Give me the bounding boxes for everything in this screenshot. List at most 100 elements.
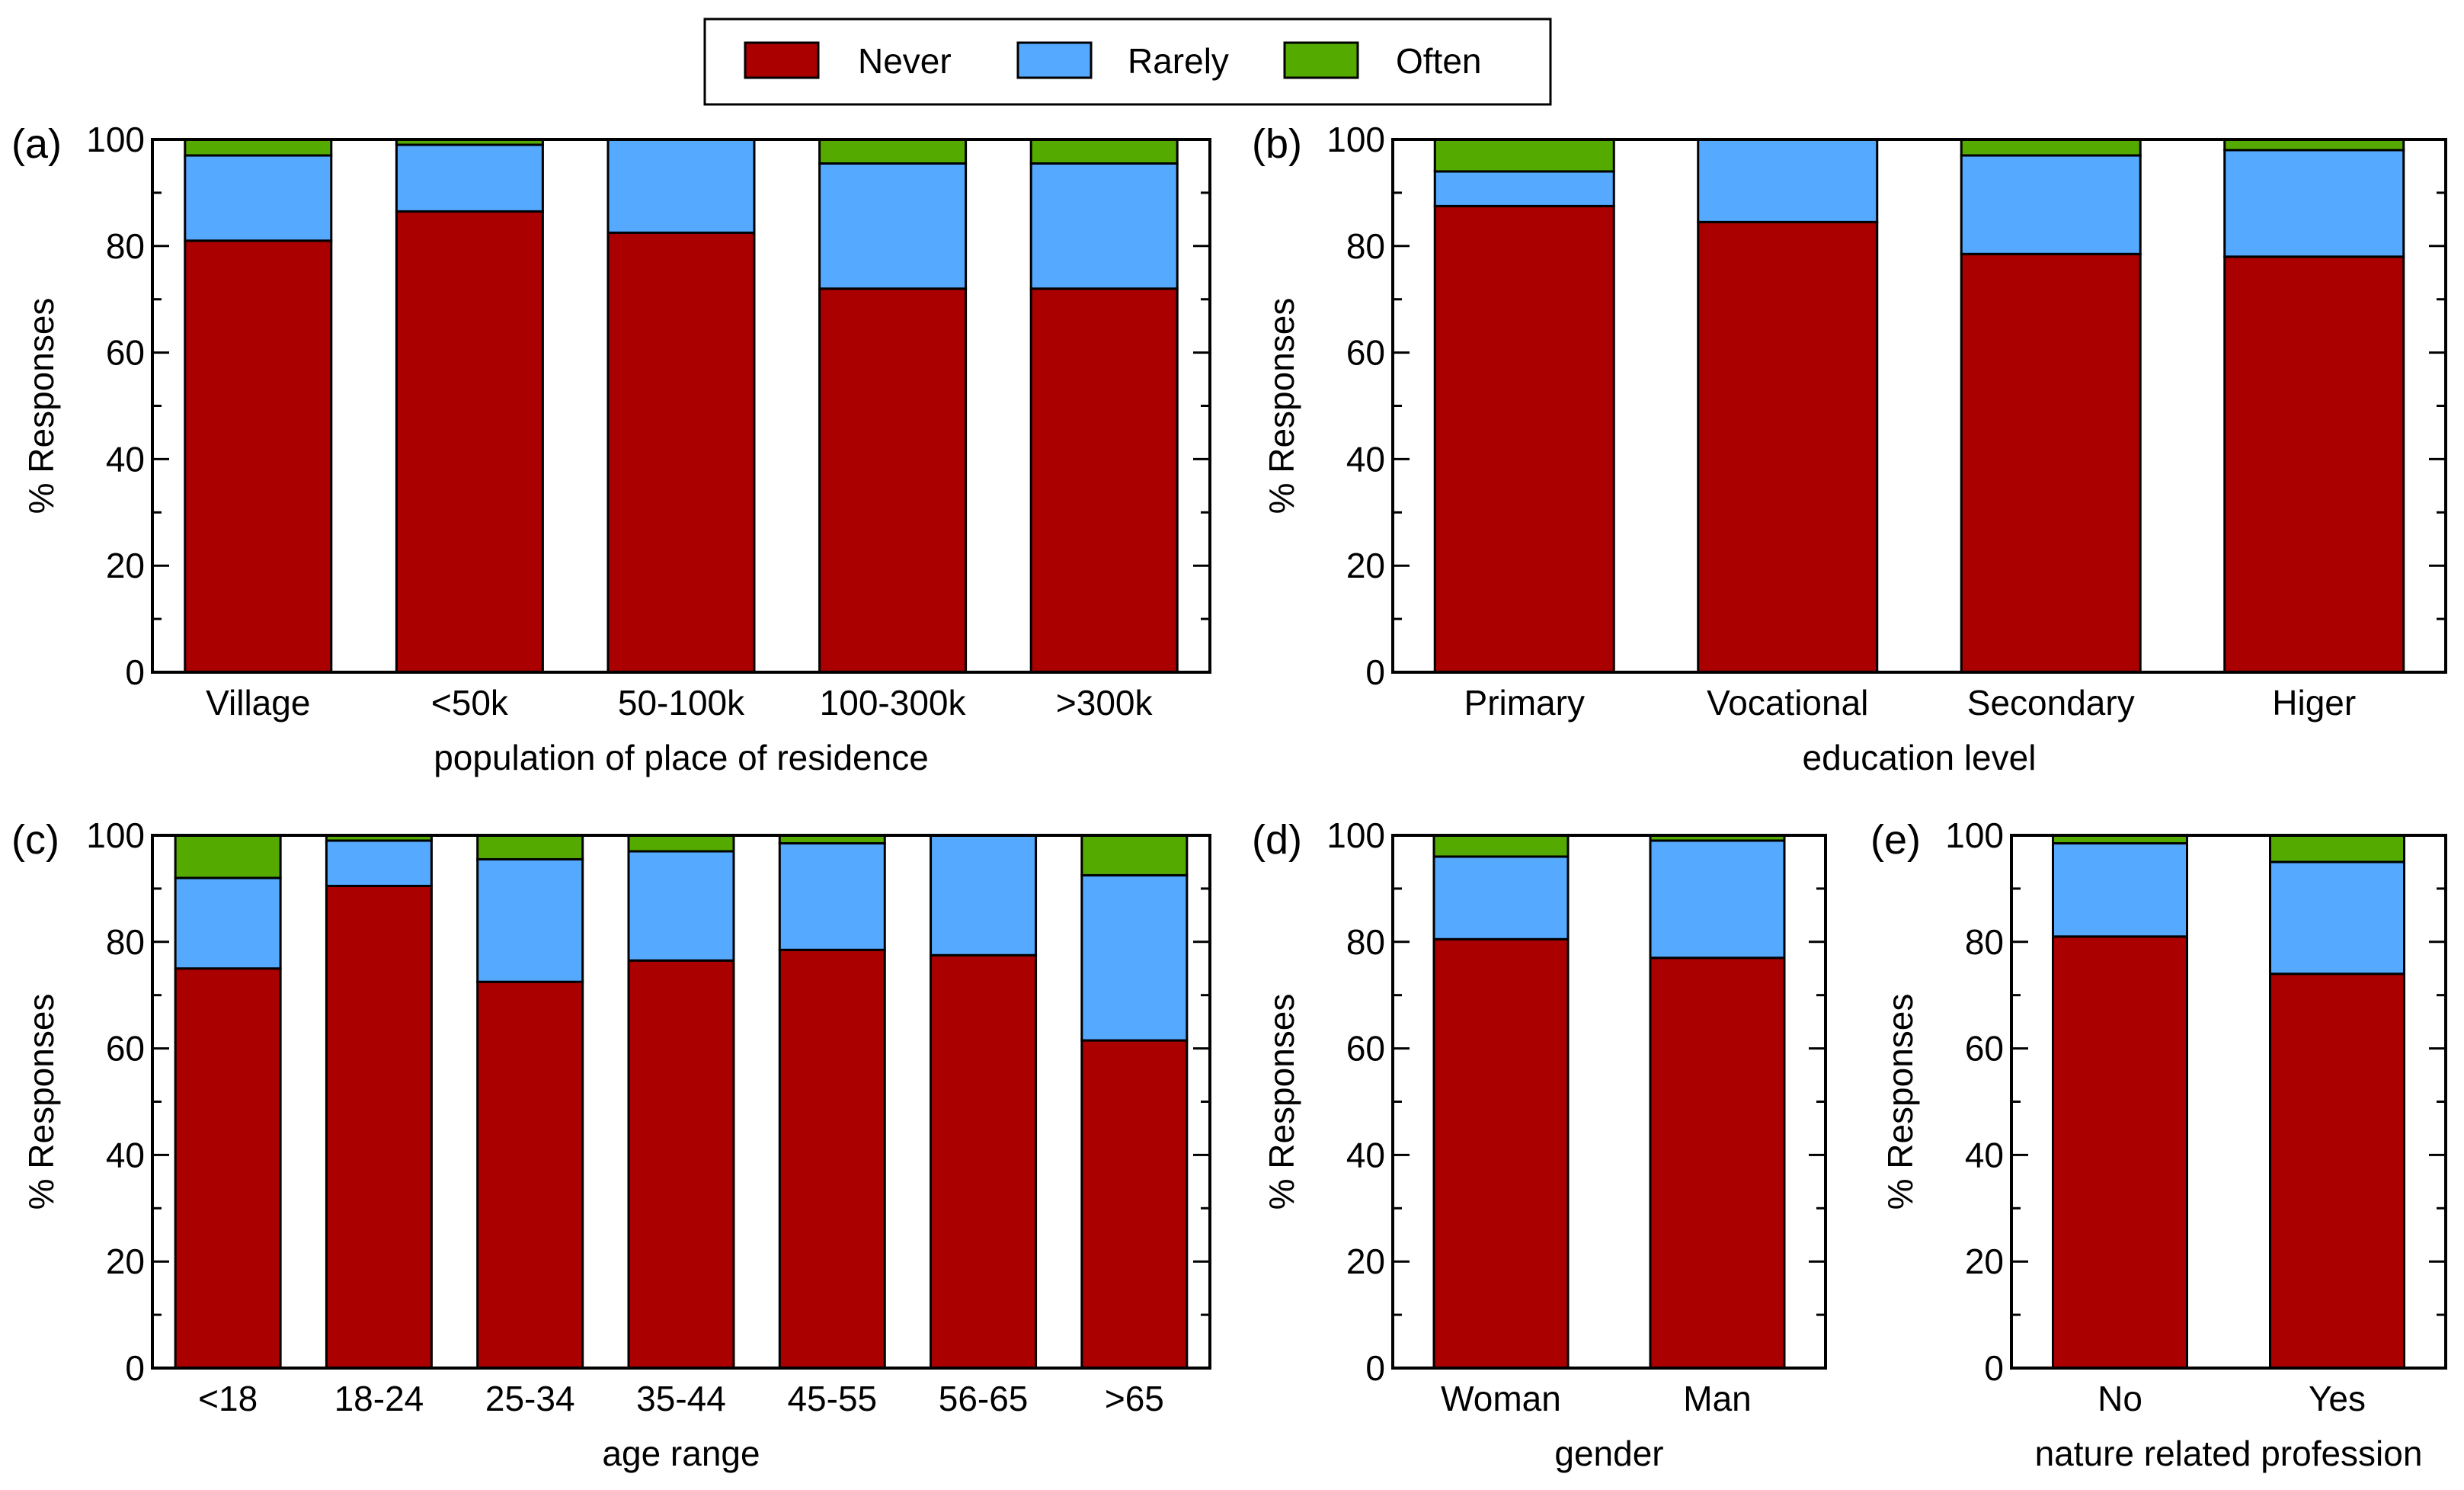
y-tick-label-a-1: 20	[106, 546, 145, 585]
bar-c-0-rarely	[174, 876, 282, 970]
y-tick-label-c-0: 0	[125, 1348, 145, 1388]
panel-c: <18 18-24 25-34 35-44 45-55 56-65 >65 0 20 40 60 80…	[11, 815, 1211, 1473]
y-tick-label-c-3: 60	[106, 1029, 145, 1069]
bar-b-2-never	[1960, 252, 2142, 674]
y-tick-label-b-4: 80	[1346, 226, 1385, 266]
panel-b: Primary Vocational Secondary Higer 0 20 40 60 80…	[1252, 120, 2447, 777]
bar-b-0-often	[1433, 138, 1615, 173]
x-axis-title-c: age range	[602, 1434, 760, 1473]
bar-a-0-often	[184, 138, 333, 157]
y-axis-title-c: % Responses	[21, 994, 61, 1210]
y-tick-label-d-3: 60	[1346, 1029, 1385, 1069]
x-axis-title-d: gender	[1554, 1434, 1663, 1473]
legend: Never Rarely Often	[703, 18, 1552, 106]
category-label-e-1: Yes	[2309, 1379, 2366, 1418]
category-label-c-2: 25-34	[485, 1379, 575, 1418]
bar-c-4-never	[778, 948, 886, 1370]
bar-b-3-rarely	[2223, 149, 2405, 258]
bar-e-1-rarely	[2269, 860, 2405, 976]
y-axis-title-e: % Responses	[1880, 994, 1920, 1210]
panel-a: Village <50k 50-100k 100-300k >300k 0 20 40 60 80…	[11, 120, 1211, 777]
bar-c-0-often	[174, 834, 282, 880]
category-label-c-5: 56-65	[939, 1379, 1029, 1418]
bar-a-4-often	[1029, 138, 1179, 165]
bar-a-4-never	[1029, 287, 1179, 674]
bar-c-3-rarely	[627, 850, 735, 962]
y-tick-label-b-3: 60	[1346, 333, 1385, 373]
x-axis-title-e: nature related profession	[2035, 1434, 2423, 1473]
bar-c-2-never	[476, 980, 584, 1370]
y-tick-label-d-5: 100	[1326, 815, 1385, 855]
category-label-b-3: Higer	[2272, 683, 2356, 723]
bar-d-1-rarely	[1649, 839, 1786, 960]
bar-e-0-rarely	[2052, 841, 2188, 938]
panel-e: No Yes 0 20 40 60 80 100 nature related professi…	[1870, 815, 2447, 1473]
y-tick-label-d-0: 0	[1365, 1348, 1385, 1388]
y-tick-label-d-2: 40	[1346, 1135, 1385, 1174]
legend-label-rarely: Rarely	[1128, 41, 1229, 81]
legend-label-never: Never	[858, 41, 952, 81]
panel-d: Woman Man 0 20 40 60 80 100 gender % Responses (d)	[1252, 815, 1827, 1473]
bar-d-0-never	[1432, 937, 1570, 1370]
bar-a-0-rarely	[184, 154, 333, 242]
y-tick-label-e-0: 0	[1984, 1348, 2004, 1388]
bar-c-5-never	[930, 953, 1038, 1370]
panel-label-d: (d)	[1252, 817, 1302, 863]
bar-c-0-never	[174, 967, 282, 1370]
bar-b-3-never	[2223, 255, 2405, 674]
legend-swatch-rarely	[1016, 41, 1093, 79]
bar-b-1-never	[1697, 220, 1879, 674]
y-tick-label-d-4: 80	[1346, 922, 1385, 962]
y-tick-label-e-4: 80	[1965, 922, 2004, 962]
panel-label-a: (a)	[11, 121, 62, 167]
category-label-a-3: 100-300k	[820, 683, 967, 723]
bar-b-3-often	[2223, 138, 2405, 152]
bar-a-4-rarely	[1029, 162, 1179, 290]
x-axis-title-b: education level	[1803, 738, 2037, 777]
category-label-a-4: >300k	[1056, 683, 1154, 723]
category-label-a-2: 50-100k	[618, 683, 745, 723]
bar-a-0-never	[184, 239, 333, 674]
category-label-c-4: 45-55	[787, 1379, 877, 1418]
bar-a-3-never	[818, 287, 968, 674]
y-tick-label-b-2: 40	[1346, 439, 1385, 479]
bar-c-3-often	[627, 834, 735, 853]
y-tick-label-e-5: 100	[1945, 815, 2004, 855]
category-label-d-1: Man	[1683, 1379, 1751, 1418]
y-axis-title-d: % Responses	[1262, 994, 1301, 1210]
bar-a-1-rarely	[395, 143, 544, 213]
legend-frame	[703, 18, 1552, 106]
y-tick-label-b-5: 100	[1326, 120, 1385, 159]
legend-swatch-often	[1283, 41, 1359, 79]
panels: Village <50k 50-100k 100-300k >300k 0 20 40 60 80…	[11, 120, 2447, 1473]
y-tick-label-c-1: 20	[106, 1242, 145, 1281]
category-label-c-3: 35-44	[636, 1379, 726, 1418]
x-axis-title-a: population of place of residence	[434, 738, 929, 777]
y-axis-title-a: % Responses	[21, 298, 61, 514]
y-tick-label-e-1: 20	[1965, 1242, 2004, 1281]
y-tick-label-b-0: 0	[1365, 652, 1385, 692]
y-tick-label-c-5: 100	[86, 815, 145, 855]
category-label-b-0: Primary	[1464, 683, 1585, 723]
category-label-c-1: 18-24	[334, 1379, 424, 1418]
bar-e-1-never	[2269, 973, 2405, 1370]
y-tick-label-e-3: 60	[1965, 1029, 2004, 1069]
y-tick-label-a-0: 0	[125, 652, 145, 692]
y-tick-label-a-3: 60	[106, 333, 145, 373]
bar-c-6-never	[1080, 1039, 1189, 1370]
bar-c-6-often	[1080, 834, 1189, 876]
category-label-e-0: No	[2098, 1379, 2142, 1418]
bar-e-0-never	[2052, 935, 2188, 1370]
bar-b-2-rarely	[1960, 154, 2142, 255]
y-tick-label-a-2: 40	[106, 439, 145, 479]
bar-e-1-often	[2269, 834, 2405, 864]
y-tick-label-b-1: 20	[1346, 546, 1385, 585]
bar-b-2-often	[1960, 138, 2142, 157]
bar-c-2-often	[476, 834, 584, 860]
bar-d-0-rarely	[1432, 855, 1570, 940]
bar-c-1-never	[325, 884, 433, 1370]
panel-label-c: (c)	[11, 817, 59, 863]
bar-a-3-rarely	[818, 162, 968, 290]
legend-swatch-never	[744, 41, 820, 79]
